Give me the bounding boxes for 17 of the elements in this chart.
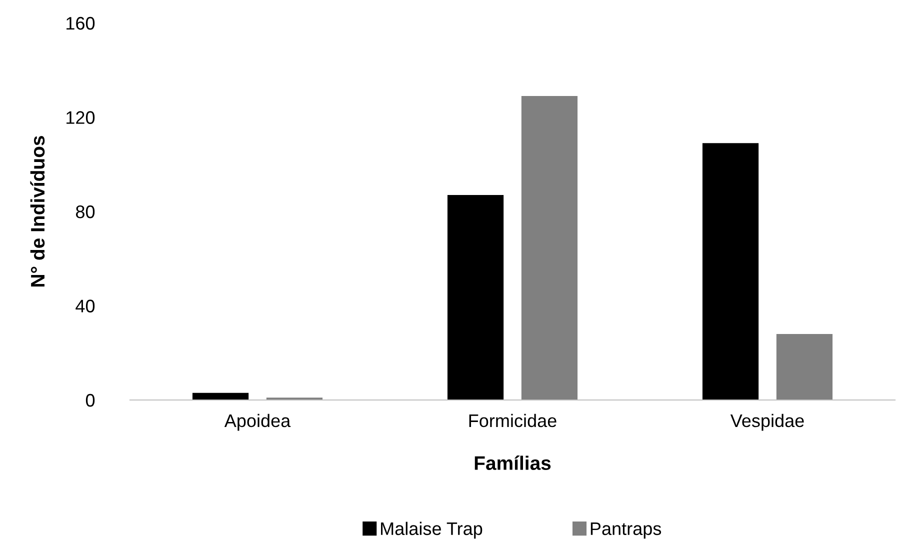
y-tick-label: 0 xyxy=(86,394,95,407)
x-tick-label: Formicidae xyxy=(469,414,556,428)
y-tick-label: 40 xyxy=(76,300,95,312)
y-axis-title: N° de Indivíduos xyxy=(30,136,45,286)
x-tick-label: Apoidea xyxy=(224,414,291,431)
x-axis-title: Famílias xyxy=(474,456,551,470)
bar xyxy=(702,143,759,400)
bar xyxy=(521,96,578,400)
y-tick-label: 160 xyxy=(66,16,95,30)
y-tick-label: 120 xyxy=(66,111,95,124)
bar xyxy=(776,334,833,400)
bar xyxy=(192,392,249,400)
legend-label: Malaise Trap xyxy=(381,522,482,539)
y-tick-label: 80 xyxy=(76,205,95,218)
bar xyxy=(447,195,504,400)
x-tick-label: Vespidae xyxy=(730,414,804,431)
legend-label: Pantraps xyxy=(590,522,662,539)
